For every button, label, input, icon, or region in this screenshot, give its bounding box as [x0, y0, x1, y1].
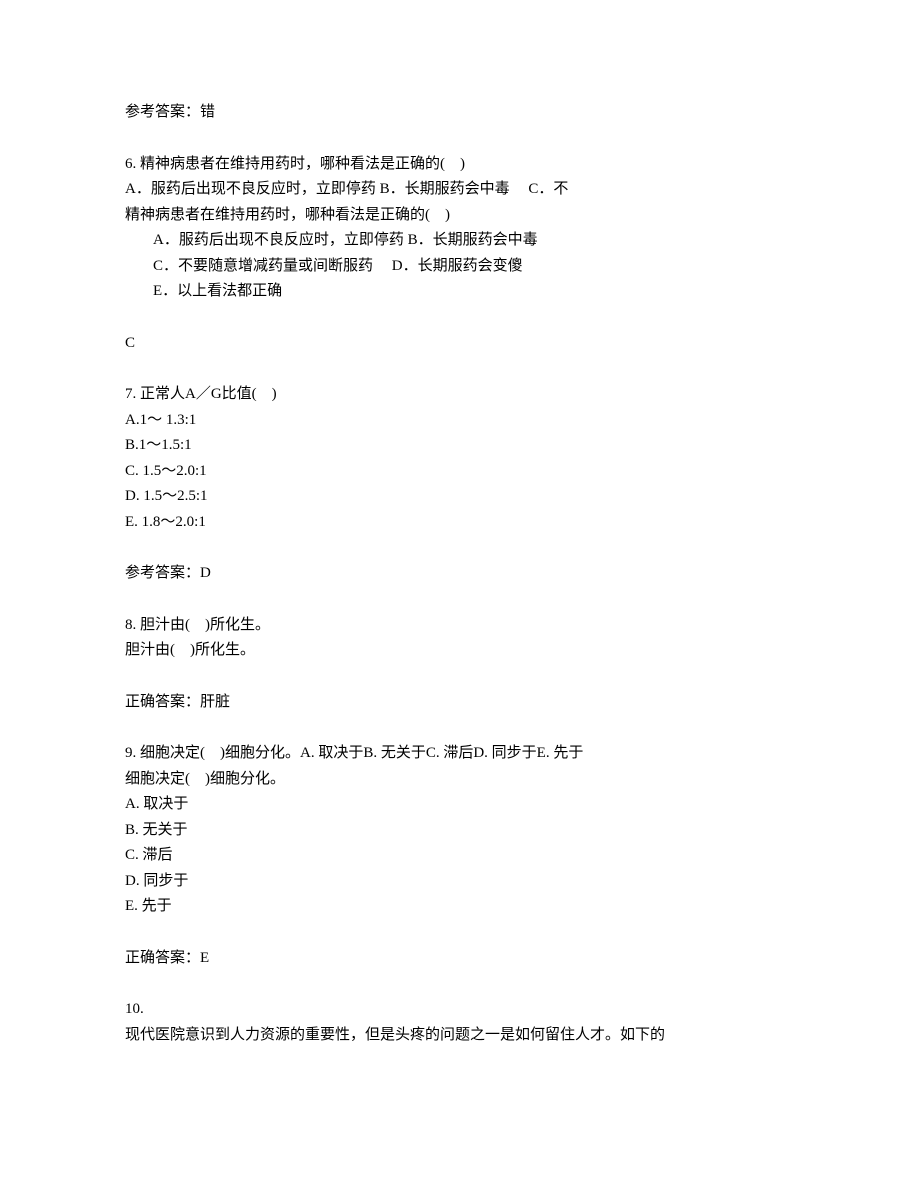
q6-answer-block: C [125, 331, 810, 357]
q8-answer: 正确答案：肝脏 [125, 690, 810, 716]
q9-stem-2: 细胞决定( )细胞分化。 [125, 767, 810, 793]
q9-option-c: C. 滞后 [125, 843, 810, 869]
q6-block: 6. 精神病患者在维持用药时，哪种看法是正确的( ) A．服药后出现不良反应时，… [125, 152, 810, 305]
q7-option-b: B.1～1.5:1 [125, 433, 810, 459]
q6-answer: C [125, 331, 810, 357]
q9-option-a: A. 取决于 [125, 792, 810, 818]
q6-stem-1: 6. 精神病患者在维持用药时，哪种看法是正确的( ) [125, 152, 810, 178]
q7-answer: 参考答案：D [125, 561, 810, 587]
q8-stem-2: 胆汁由( )所化生。 [125, 638, 810, 664]
q7-answer-block: 参考答案：D [125, 561, 810, 587]
q5-answer-block: 参考答案：错 [125, 100, 810, 126]
q8-stem-1: 8. 胆汁由( )所化生。 [125, 613, 810, 639]
q9-option-e: E. 先于 [125, 894, 810, 920]
q6-stem-3: 精神病患者在维持用药时，哪种看法是正确的( ) [125, 203, 810, 229]
spacer [125, 535, 810, 561]
q7-block: 7. 正常人A／G比值( ) A.1～ 1.3:1 B.1～1.5:1 C. 1… [125, 382, 810, 535]
q7-option-d: D. 1.5～2.5:1 [125, 484, 810, 510]
q9-option-b: B. 无关于 [125, 818, 810, 844]
q8-block: 8. 胆汁由( )所化生。 胆汁由( )所化生。 [125, 613, 810, 664]
q9-option-d: D. 同步于 [125, 869, 810, 895]
q9-answer-block: 正确答案：E [125, 946, 810, 972]
q10-number: 10. [125, 997, 810, 1023]
q7-option-e: E. 1.8～2.0:1 [125, 510, 810, 536]
q9-answer: 正确答案：E [125, 946, 810, 972]
q10-block: 10. 现代医院意识到人力资源的重要性，但是头疼的问题之一是如何留住人才。如下的 [125, 997, 810, 1048]
q5-answer: 参考答案：错 [125, 100, 810, 126]
q9-block: 9. 细胞决定( )细胞分化。A. 取决于B. 无关于C. 滞后D. 同步于E.… [125, 741, 810, 920]
q6-stem-2: A．服药后出现不良反应时，立即停药 B．长期服药会中毒 C．不 [125, 177, 810, 203]
q7-option-a: A.1～ 1.3:1 [125, 408, 810, 434]
q6-option-ab: A．服药后出现不良反应时，立即停药 B．长期服药会中毒 [125, 228, 810, 254]
q6-option-cd: C．不要随意增减药量或间断服药 D．长期服药会变傻 [125, 254, 810, 280]
q7-option-c: C. 1.5～2.0:1 [125, 459, 810, 485]
q7-stem: 7. 正常人A／G比值( ) [125, 382, 810, 408]
q9-stem-1: 9. 细胞决定( )细胞分化。A. 取决于B. 无关于C. 滞后D. 同步于E.… [125, 741, 810, 767]
q10-stem: 现代医院意识到人力资源的重要性，但是头疼的问题之一是如何留住人才。如下的 [125, 1023, 810, 1049]
q8-answer-block: 正确答案：肝脏 [125, 690, 810, 716]
q6-option-e: E．以上看法都正确 [125, 279, 810, 305]
